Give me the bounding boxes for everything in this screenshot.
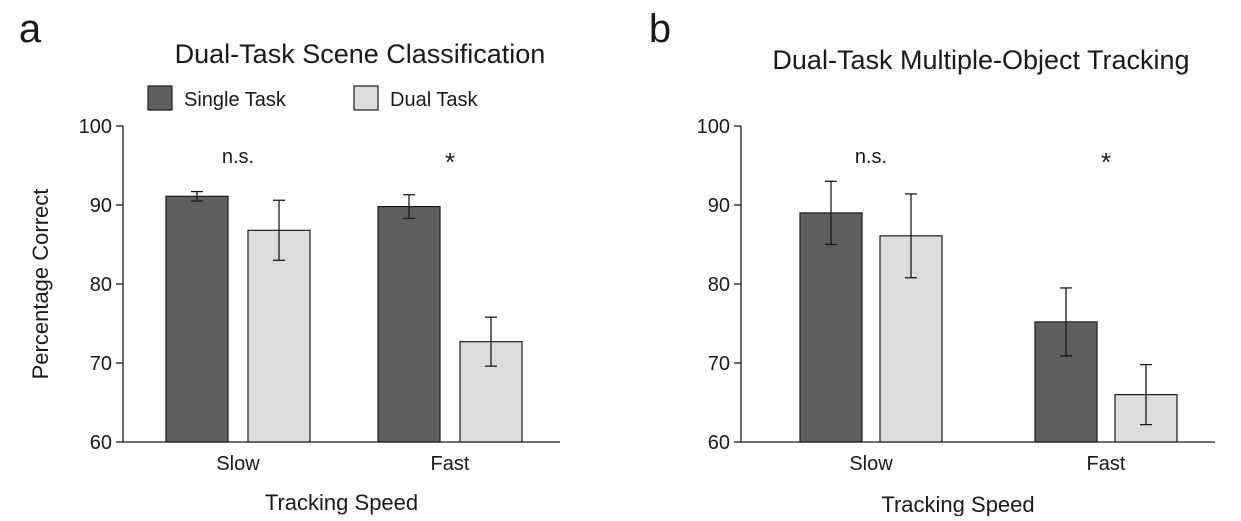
y-tick-label: 60 [708, 432, 730, 454]
y-tick-label: 100 [697, 116, 730, 138]
significance-star: * [445, 147, 455, 177]
y-tick-label: 100 [79, 116, 112, 138]
x-axis-label: Tracking Speed [265, 490, 418, 515]
x-tick-label: Fast [1087, 453, 1126, 475]
legend-label-single: Single Task [184, 89, 287, 111]
y-tick-label: 80 [90, 274, 112, 296]
panel-label: b [649, 7, 671, 51]
chart-title: Dual-Task Scene Classification [175, 39, 546, 69]
bar-single-slow [165, 195, 229, 443]
significance-ns: n.s. [222, 146, 254, 168]
x-tick-label: Slow [216, 453, 260, 475]
bar-single-fast [377, 205, 441, 443]
chart-title: Dual-Task Multiple-Object Tracking [772, 45, 1189, 75]
y-tick-label: 70 [90, 353, 112, 375]
legend-swatch-single [147, 85, 173, 111]
chart-b-svg: b Dual-Task Multiple-Object Tracking 60 70 8… [649, 7, 1215, 517]
bar-single-slow [799, 212, 863, 443]
bar-dual-slow [247, 229, 311, 443]
x-tick-label: Fast [431, 453, 470, 475]
y-tick-label: 90 [708, 195, 730, 217]
chart-a-svg: a Dual-Task Scene Classification 60 70 80 90 1… [19, 7, 560, 515]
bar-dual-fast [459, 341, 523, 443]
significance-ns: n.s. [855, 146, 887, 168]
chart-panel-b: b Dual-Task Multiple-Object Tracking 60 70 8… [620, 0, 1241, 517]
chart-panel-a: a Dual-Task Scene Classification 60 70 80 90 1… [0, 0, 620, 516]
x-axis-label: Tracking Speed [881, 492, 1034, 516]
y-axis-label: Percentage Correct [28, 189, 53, 380]
y-tick-label: 90 [90, 195, 112, 217]
legend-swatch-dual [353, 85, 379, 111]
significance-star: * [1101, 147, 1111, 177]
x-tick-label: Slow [849, 453, 893, 475]
legend-label-dual: Dual Task [390, 89, 478, 111]
y-tick-label: 80 [708, 274, 730, 296]
panel-label: a [19, 7, 42, 51]
y-tick-label: 70 [708, 353, 730, 375]
y-tick-label: 60 [90, 432, 112, 454]
